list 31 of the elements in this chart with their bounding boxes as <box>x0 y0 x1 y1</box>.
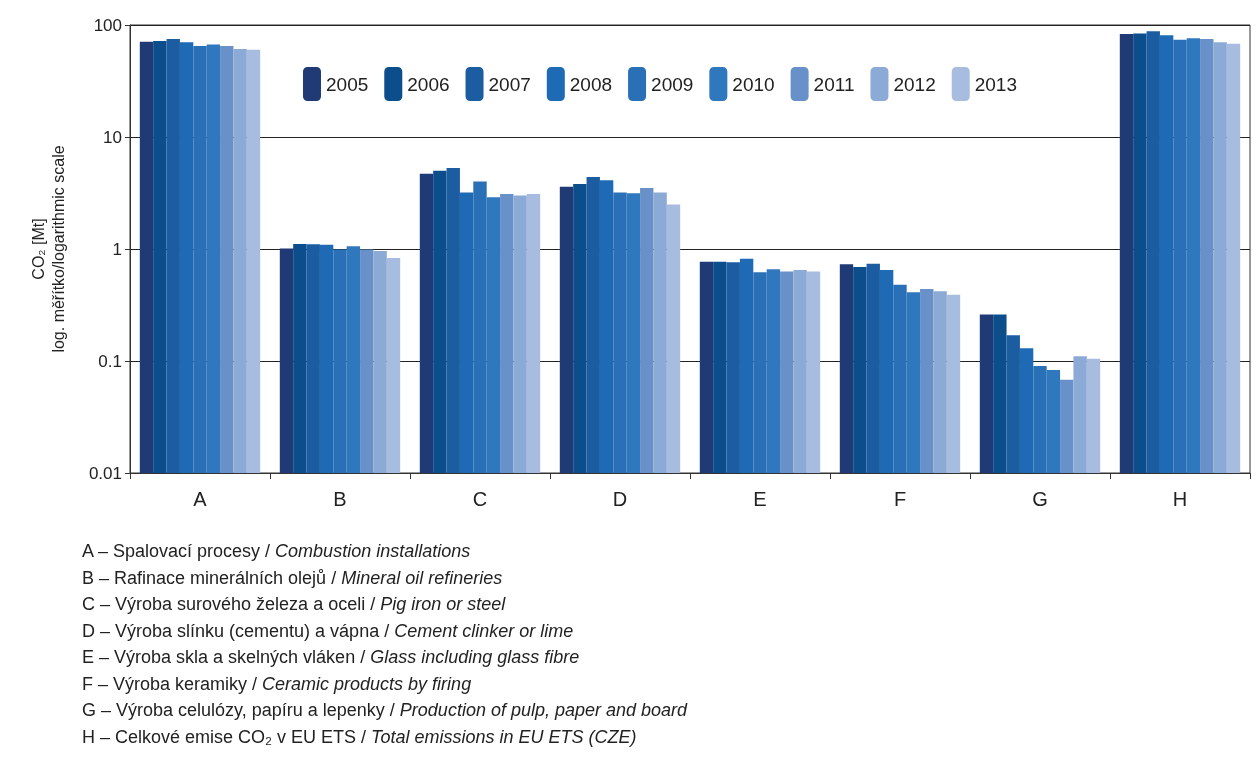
legend-label: 2012 <box>893 73 936 95</box>
y-tick-label: 0.01 <box>88 463 122 483</box>
y-tick-label: 0.1 <box>98 351 122 371</box>
text: E – Výroba skla a skelných vláken / Glass including glass fibre <box>82 646 581 669</box>
legend-label: 2008 <box>569 73 613 95</box>
text: H – Celkové emise CO₂ v EU ETS / Total emissions in EU ETS (CZE) <box>82 725 638 749</box>
text: A – Spalovací procesy / Combustion installations <box>82 540 472 563</box>
legend-label: 2005 <box>326 73 369 95</box>
x-tick-label: G <box>1032 488 1048 510</box>
x-tick-label: B <box>333 488 347 510</box>
y-tick-label: 100 <box>93 15 122 35</box>
x-tick-label: D <box>612 488 628 510</box>
x-tick-label: E <box>753 488 767 510</box>
x-tick-label: H <box>1172 488 1188 510</box>
text: C – Výroba surového železa a oceli / Pig iron or steel <box>82 593 507 616</box>
y-tick-label: 1 <box>112 239 122 259</box>
legend-label: 2010 <box>732 73 775 95</box>
legend-label: 2013 <box>974 73 1018 95</box>
y-axis-title: CO₂ [Mt] log. měřítko/logarithmic scale <box>29 145 67 353</box>
legend-label: 2009 <box>651 73 694 95</box>
legend-label: 2011 <box>813 73 855 95</box>
legend-label: 2006 <box>407 73 450 95</box>
text: G – Výroba celulózy, papíru a lepenky / Production of pulp, paper and board <box>82 699 688 722</box>
x-tick-label: C <box>472 488 488 510</box>
text: F – Výroba keramiky / Ceramic products by firing <box>82 672 473 696</box>
text: D – Výroba slínku (cementu) a vápna / Cement clinker or lime <box>82 619 575 643</box>
text: B – Rafinace minerálních olejů / Mineral oil refineries <box>82 566 504 590</box>
x-tick-label: F <box>893 488 907 510</box>
x-tick-label: A <box>193 488 208 510</box>
legend-label: 2007 <box>488 73 531 95</box>
y-tick-label: 10 <box>103 127 122 147</box>
